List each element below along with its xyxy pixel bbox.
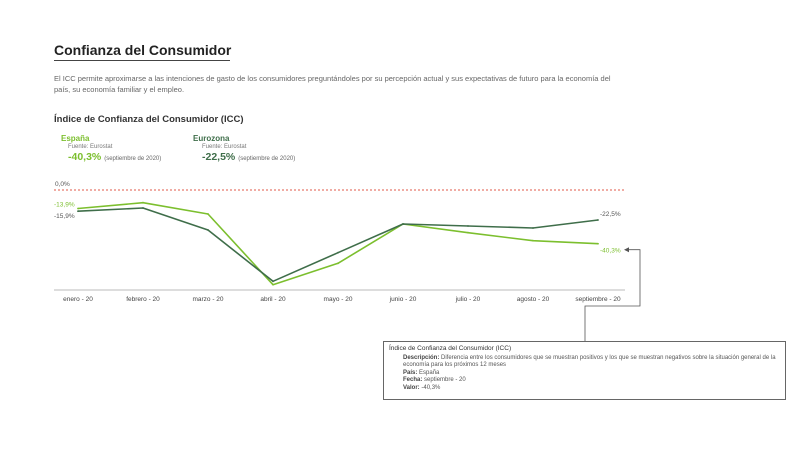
data-point-spain (597, 242, 599, 245)
tooltip-country: País: España (389, 370, 780, 378)
x-tick-label: julio - 20 (455, 296, 481, 303)
kpi-spain-name: España (61, 134, 90, 143)
data-point-eurozone (467, 225, 469, 227)
chart-tooltip: Índice de Confianza del Consumidor (ICC)… (383, 341, 786, 400)
tooltip-arrow-icon (624, 247, 629, 253)
intro-text: El ICC permite aproximarse a las intenci… (54, 74, 611, 94)
series-line-eurozone (77, 207, 599, 283)
data-point-eurozone (142, 207, 144, 209)
kpi-eurozone: Eurozona Fuente: Eurostat -22,5% (septie… (193, 134, 295, 163)
tooltip-description: Descripción: Diferencia entre los consum… (389, 355, 780, 370)
zero-label: 0,0% (55, 181, 70, 188)
data-label-spain-last: -40,3% (600, 248, 621, 255)
kpi-spain-value: -40,3% (68, 151, 102, 163)
kpi-eurozone-source: Fuente: Eurostat (202, 144, 247, 150)
data-point-spain (532, 239, 534, 242)
kpi-spain: España Fuente: Eurostat -40,3% (septiemb… (61, 134, 161, 163)
kpi-eurozone-value-row: -22,5% (septiembre de 2020) (193, 151, 295, 163)
tooltip-date-label: Fecha: (403, 377, 423, 383)
x-tick-label: junio - 20 (389, 296, 417, 303)
x-tick-label: agosto - 20 (517, 296, 550, 303)
x-tick-label: septiembre - 20 (575, 296, 621, 303)
kpi-spain-value-row: -40,3% (septiembre de 2020) (61, 151, 161, 163)
data-label-eurozone-first: -15,9% (54, 213, 75, 220)
data-point-spain (142, 201, 144, 204)
tooltip-description-text: Diferencia entre los consumidores que se… (403, 354, 776, 369)
data-point-spain (467, 231, 469, 234)
x-tick-label: marzo - 20 (192, 296, 223, 303)
data-point-eurozone (337, 251, 339, 254)
tooltip-date-value: septiembre - 20 (424, 377, 466, 383)
data-label-spain-first: -13,9% (54, 202, 75, 209)
tooltip-date: Fecha: septiembre - 20 (389, 377, 780, 385)
tooltip-value-value: -40,3% (421, 384, 441, 391)
data-point-eurozone (597, 219, 599, 221)
kpi-eurozone-date: (septiembre de 2020) (238, 156, 296, 162)
data-point-eurozone (272, 280, 274, 283)
kpi-spain-date: (septiembre de 2020) (104, 156, 162, 162)
data-point-eurozone (402, 223, 404, 225)
tooltip-title: Índice de Confianza del Consumidor (ICC) (389, 345, 512, 352)
x-tick-label: febrero - 20 (126, 296, 160, 303)
data-point-eurozone (77, 210, 79, 213)
data-point-spain (77, 207, 79, 210)
data-point-spain (272, 283, 274, 286)
data-point-eurozone (207, 229, 209, 231)
chart-title: Índice de Confianza del Consumidor (ICC) (54, 114, 244, 125)
x-tick-label: abril - 20 (260, 296, 286, 303)
series-line-spain (77, 201, 599, 286)
title-underline (54, 60, 230, 61)
tooltip-connector (584, 249, 641, 341)
x-tick-label: mayo - 20 (324, 296, 353, 303)
tooltip-country-label: País: (403, 369, 418, 376)
kpi-spain-source: Fuente: Eurostat (68, 144, 113, 150)
tooltip-country-value: España (419, 369, 440, 376)
data-point-spain (337, 262, 339, 265)
tooltip-value-label: Valor: (403, 384, 420, 391)
data-point-spain (207, 213, 209, 215)
page-title: Confianza del Consumidor (54, 42, 232, 58)
data-point-eurozone (532, 227, 534, 229)
kpi-eurozone-name: Eurozona (193, 134, 230, 143)
x-tick-label: enero - 20 (63, 296, 93, 303)
tooltip-value: Valor: -40,3% (389, 385, 780, 393)
kpi-eurozone-value: -22,5% (202, 151, 236, 163)
tooltip-description-label: Descripción: (403, 354, 440, 361)
data-label-eurozone-last: -22,5% (600, 211, 621, 218)
